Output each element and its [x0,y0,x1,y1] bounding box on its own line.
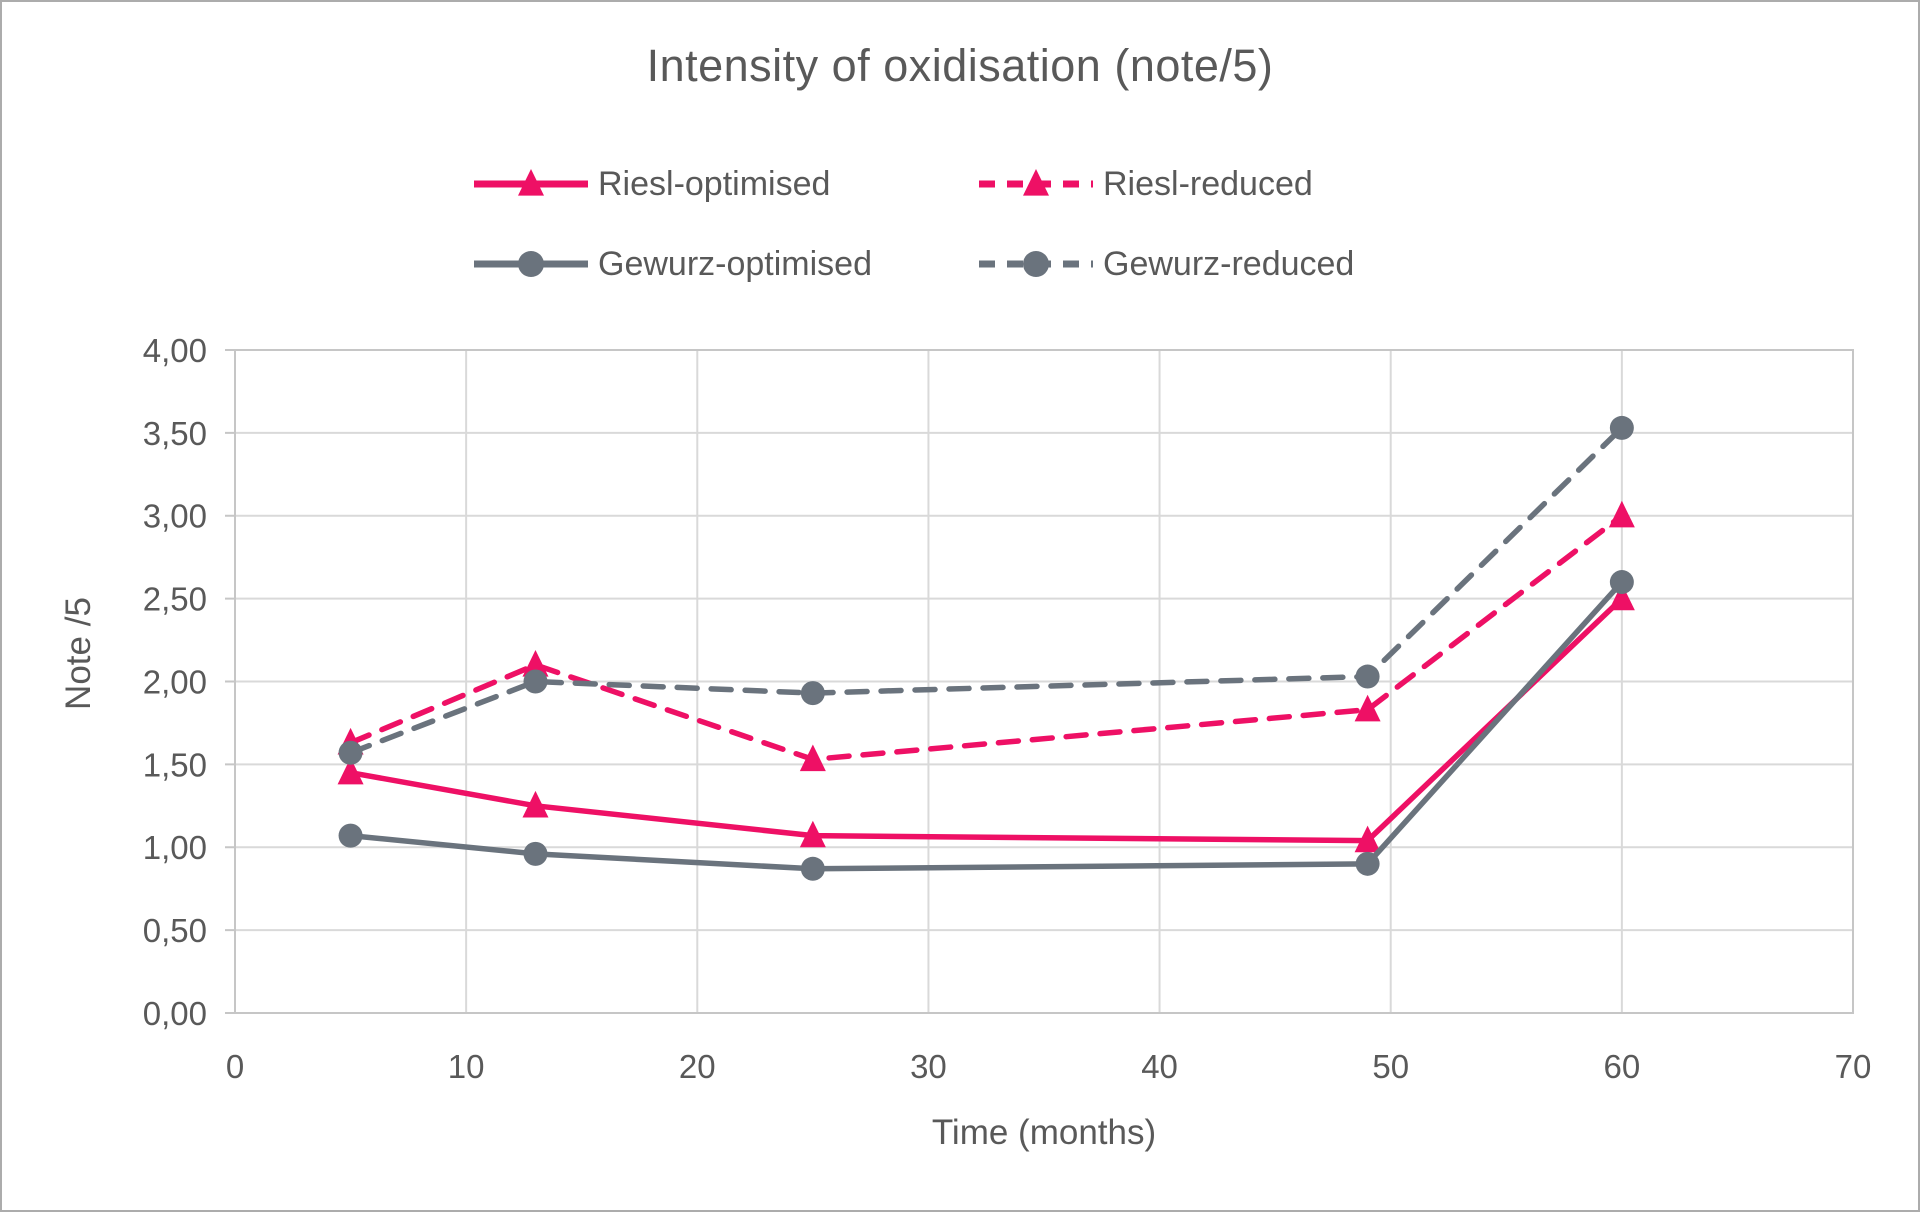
legend-item-riesl-optimised: Riesl-optimised [472,160,977,208]
y-tick-label: 0,00 [143,995,207,1032]
x-tick-label: 20 [679,1048,716,1085]
legend-label: Gewurz-reduced [1103,244,1355,283]
legend-label: Riesl-reduced [1103,164,1313,203]
y-tick-label: 3,50 [143,415,207,452]
circle-marker [800,681,825,706]
legend: Riesl-optimised Riesl-reduced Gewurz-optim… [472,160,1354,288]
legend-item-gewurz-reduced: Gewurz-reduced [977,240,1354,288]
x-tick-label: 10 [448,1048,485,1085]
series-line [347,579,1625,872]
y-axis-ticks [225,349,235,1014]
y-tick-label: 2,50 [143,581,207,618]
series-line [347,425,1625,756]
series-riesl-reduced [337,500,1635,772]
series-riesl-optimised [337,583,1635,853]
triangle-marker [1354,825,1381,853]
circle-marker [523,669,548,694]
x-tick-label: 50 [1372,1048,1409,1085]
legend-item-riesl-reduced: Riesl-reduced [977,160,1354,208]
circle-marker [1355,851,1380,876]
triangle-marker [522,790,549,818]
triangle-marker [1608,583,1635,611]
y-tick-label: 2,00 [143,663,207,700]
triangle-marker [1023,169,1049,196]
circle-marker [338,740,363,765]
series-gewurz-reduced [338,415,1634,765]
circle-marker [1355,664,1380,689]
series-line [347,513,1625,763]
x-tick-label: 0 [226,1048,244,1085]
gridlines [235,349,1854,1013]
x-tick-label: 40 [1141,1048,1178,1085]
circle-marker [1023,251,1049,277]
y-tick-label: 3,00 [143,498,207,535]
legend-label: Riesl-optimised [598,164,831,203]
y-tick-labels: 0,00 0,50 1,00 1,50 2,00 2,50 3,00 3,50 4,00 [143,332,207,1032]
series-gewurz-optimised [338,570,1634,881]
legend-key-solid-circle [474,251,588,277]
triangle-marker [799,744,826,772]
circle-marker [1609,415,1634,440]
legend-label: Gewurz-optimised [598,244,872,283]
y-axis-title: Note /5 [59,597,98,710]
x-tick-label: 30 [910,1048,947,1085]
x-tick-labels: 0 10 20 30 40 50 60 70 [226,1048,1872,1085]
triangle-marker [799,820,826,848]
legend-key-solid-triangle [474,169,588,196]
y-tick-label: 1,00 [143,829,207,866]
y-tick-label: 0,50 [143,912,207,949]
chart-title: Intensity of oxidisation (note/5) [646,40,1274,91]
legend-key-dashed-triangle [979,169,1093,196]
x-axis-title: Time (months) [932,1113,1156,1152]
y-tick-label: 1,50 [143,746,207,783]
triangle-marker [1354,694,1381,722]
y-tick-label: 4,00 [143,332,207,369]
triangle-marker [518,169,544,196]
circle-marker [518,251,544,277]
circle-marker [1609,570,1634,595]
triangle-marker [1608,500,1635,528]
legend-item-gewurz-optimised: Gewurz-optimised [472,240,977,288]
triangle-marker [522,649,549,677]
circle-marker [800,856,825,881]
triangle-marker [337,757,364,785]
x-tick-label: 60 [1603,1048,1640,1085]
circle-marker [338,823,363,848]
x-tick-label: 70 [1835,1048,1872,1085]
circle-marker [523,841,548,866]
legend-key-dashed-circle [979,251,1093,277]
